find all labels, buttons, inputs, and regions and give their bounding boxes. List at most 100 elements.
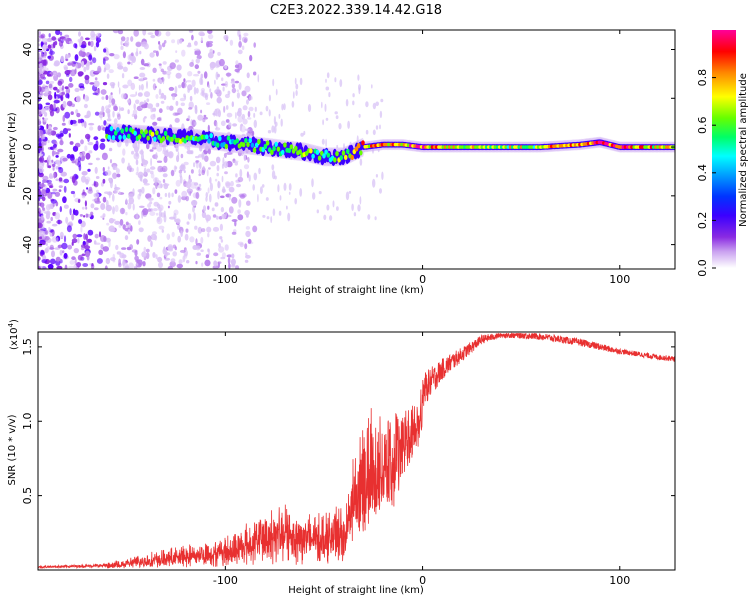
heatmap-cell bbox=[200, 37, 203, 43]
heatmap-cell bbox=[55, 151, 60, 155]
heatmap-cell bbox=[175, 50, 178, 53]
snr-ylabel: SNR (10 * v/v) bbox=[7, 414, 18, 485]
heatmap-cell bbox=[194, 50, 197, 55]
heatmap-cell bbox=[135, 91, 137, 96]
heatmap-cell bbox=[206, 102, 211, 105]
heatmap-cell bbox=[89, 263, 92, 266]
heatmap-cell bbox=[219, 223, 223, 231]
heatmap-cell bbox=[238, 199, 242, 208]
heatmap-cell bbox=[156, 145, 163, 152]
heatmap-cell bbox=[38, 115, 41, 122]
heatmap-cell bbox=[359, 150, 363, 156]
heatmap-cell bbox=[228, 263, 231, 269]
heatmap-cell bbox=[149, 201, 153, 205]
heatmap-cell bbox=[237, 241, 244, 246]
heatmap-cell bbox=[85, 133, 91, 140]
heatmap-cell bbox=[325, 86, 330, 91]
heatmap-cell bbox=[150, 233, 157, 241]
heatmap-cell bbox=[112, 253, 116, 260]
heatmap-cell bbox=[158, 44, 162, 51]
heatmap-cell bbox=[87, 168, 91, 172]
heatmap-cell bbox=[334, 77, 337, 83]
heatmap-cell bbox=[114, 184, 117, 192]
heatmap-cell bbox=[245, 226, 250, 230]
heatmap-cell bbox=[150, 166, 156, 170]
heatmap-cell bbox=[174, 189, 178, 194]
heatmap-cell bbox=[74, 87, 80, 93]
heatmap-cell bbox=[162, 76, 165, 85]
heatmap-cell bbox=[236, 89, 239, 92]
heatmap-cell bbox=[221, 77, 224, 82]
heatmap-cell bbox=[228, 206, 234, 214]
heatmap-cell bbox=[274, 141, 279, 147]
chart-title: C2E3.2022.339.14.42.G18 bbox=[270, 3, 442, 18]
heatmap-cell bbox=[367, 214, 371, 220]
heatmap-cell bbox=[72, 123, 78, 127]
heatmap-cell bbox=[198, 183, 202, 187]
heatmap-cell bbox=[206, 226, 212, 233]
heatmap-cell bbox=[141, 152, 144, 162]
heatmap-cell bbox=[122, 262, 129, 269]
heatmap-cell bbox=[143, 100, 147, 104]
heatmap-cell bbox=[235, 138, 239, 144]
heatmap-cell bbox=[258, 167, 261, 175]
heatmap-cell bbox=[127, 109, 130, 115]
heatmap-cell bbox=[205, 214, 212, 222]
heatmap-cell bbox=[193, 48, 201, 52]
heatmap-cell bbox=[64, 86, 69, 90]
heatmap-cell bbox=[119, 106, 121, 112]
heatmap-cell bbox=[61, 242, 68, 250]
heatmap-cell bbox=[168, 200, 172, 205]
heatmap-cell bbox=[53, 62, 60, 67]
heatmap-cell bbox=[77, 254, 83, 261]
heatmap-cell bbox=[346, 148, 350, 154]
colorbar-tick-label: 0.2 bbox=[696, 212, 709, 230]
heatmap-cell bbox=[150, 131, 155, 137]
heatmap-cell bbox=[158, 210, 163, 218]
heatmap-cell bbox=[95, 140, 99, 148]
heatmap-cell bbox=[179, 173, 182, 178]
heatmap-cell bbox=[39, 230, 45, 237]
heatmap-cell bbox=[117, 65, 124, 70]
heatmap-cell bbox=[181, 81, 187, 89]
heatmap-cell bbox=[335, 151, 339, 157]
heatmap-cell bbox=[280, 149, 285, 155]
heatmap-cell bbox=[247, 110, 251, 118]
heatmap-cell bbox=[38, 103, 43, 110]
heatmap-cell bbox=[161, 136, 166, 142]
heatmap-cell bbox=[52, 41, 56, 49]
heatmap-cell bbox=[142, 30, 147, 36]
heatmap-cell bbox=[177, 235, 181, 243]
heatmap-cell bbox=[77, 199, 81, 203]
heatmap-cell bbox=[135, 41, 142, 47]
heatmap-cell bbox=[96, 258, 103, 264]
heatmap-cell bbox=[275, 88, 278, 96]
heatmap-cell bbox=[350, 154, 355, 160]
heatmap-cell bbox=[170, 258, 176, 263]
heatmap-cell bbox=[150, 240, 153, 248]
heatmap-cell bbox=[78, 39, 82, 48]
heatmap-cell bbox=[175, 100, 179, 106]
heatmap-cell bbox=[49, 110, 55, 117]
heatmap-cell bbox=[183, 78, 186, 83]
heatmap-cell bbox=[134, 255, 139, 261]
heatmap-cell bbox=[207, 205, 210, 210]
heatmap-cell bbox=[94, 111, 100, 116]
heatmap-cell bbox=[365, 129, 369, 135]
heatmap-cell bbox=[135, 159, 139, 166]
heatmap-cell bbox=[38, 250, 42, 253]
snr-scale-factor: (x104) bbox=[7, 319, 20, 350]
heatmap-cell bbox=[298, 149, 302, 155]
heatmap-cell bbox=[55, 155, 59, 158]
heatmap-cell bbox=[168, 151, 174, 159]
heatmap-cell bbox=[139, 50, 142, 55]
heatmap-cell bbox=[217, 190, 220, 200]
heatmap-cell bbox=[161, 165, 168, 173]
heatmap-cell bbox=[163, 156, 168, 163]
heatmap-cell bbox=[75, 62, 78, 71]
heatmap-cell bbox=[158, 142, 163, 147]
heatmap-cell bbox=[124, 126, 129, 132]
heatmap-cell bbox=[93, 45, 97, 52]
heatmap-cell bbox=[152, 187, 156, 195]
